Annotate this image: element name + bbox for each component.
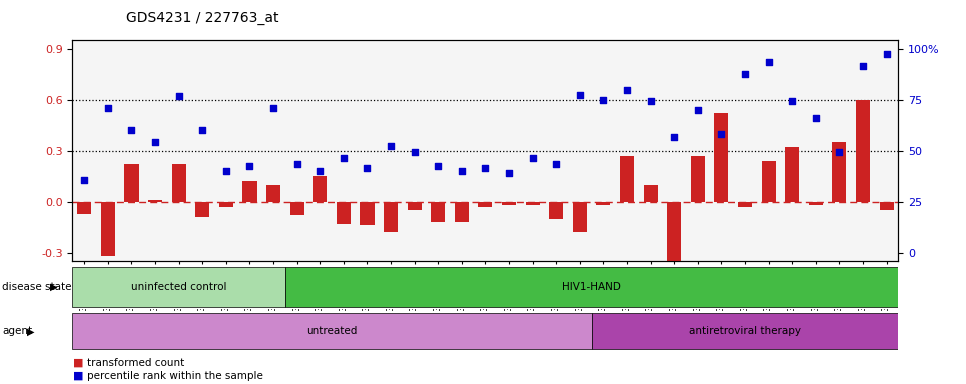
Text: transformed count: transformed count	[87, 358, 185, 368]
Text: untreated: untreated	[306, 326, 357, 336]
Point	[879, 51, 895, 57]
Bar	[738, 202, 753, 207]
Point	[148, 139, 163, 145]
Bar	[384, 202, 398, 232]
Point	[714, 131, 729, 137]
Point	[525, 154, 540, 161]
Text: ▶: ▶	[50, 282, 58, 292]
Bar	[691, 156, 705, 202]
Point	[76, 177, 92, 183]
Bar	[478, 202, 493, 207]
Point	[336, 154, 352, 161]
Text: disease state: disease state	[2, 282, 71, 292]
Point	[619, 86, 635, 93]
Text: ■: ■	[73, 371, 84, 381]
Bar	[72, 267, 285, 307]
Point	[572, 92, 587, 98]
Bar	[643, 185, 658, 202]
Point	[194, 127, 210, 133]
Point	[266, 105, 281, 111]
Point	[643, 98, 659, 104]
Bar	[620, 156, 634, 202]
Point	[501, 170, 517, 176]
Bar	[266, 185, 280, 202]
Point	[431, 163, 446, 169]
Bar	[591, 313, 898, 349]
Point	[596, 97, 611, 103]
Bar	[337, 202, 351, 224]
Bar	[761, 161, 776, 202]
Bar	[879, 202, 894, 210]
Bar	[218, 202, 233, 207]
Point	[171, 93, 186, 99]
Point	[809, 115, 824, 121]
Point	[784, 98, 800, 104]
Point	[289, 161, 304, 167]
Point	[242, 163, 257, 169]
Text: uninfected control: uninfected control	[130, 282, 226, 292]
Point	[100, 105, 116, 111]
Bar	[290, 202, 303, 215]
Bar	[856, 100, 870, 202]
Point	[218, 168, 234, 174]
Point	[124, 127, 139, 133]
Text: ▶: ▶	[27, 326, 35, 336]
Bar	[785, 147, 799, 202]
Point	[832, 149, 847, 156]
Point	[313, 168, 328, 174]
Bar	[408, 202, 422, 210]
Text: GDS4231 / 227763_at: GDS4231 / 227763_at	[126, 11, 278, 25]
Text: percentile rank within the sample: percentile rank within the sample	[87, 371, 263, 381]
Bar	[77, 202, 92, 214]
Bar	[313, 176, 327, 202]
Point	[478, 165, 494, 171]
Text: agent: agent	[2, 326, 32, 336]
Bar	[125, 164, 138, 202]
Bar	[455, 202, 469, 222]
Bar	[431, 202, 445, 222]
Bar	[148, 200, 162, 202]
Bar	[285, 267, 898, 307]
Point	[855, 63, 870, 69]
Bar	[549, 202, 563, 218]
Bar	[242, 181, 257, 202]
Point	[761, 60, 777, 66]
Bar	[195, 202, 210, 217]
Text: HIV1-HAND: HIV1-HAND	[562, 282, 621, 292]
Bar	[573, 202, 587, 232]
Bar	[596, 202, 611, 205]
Bar	[526, 202, 540, 205]
Bar	[100, 202, 115, 256]
Point	[359, 165, 375, 171]
Point	[549, 161, 564, 167]
Point	[737, 71, 753, 77]
Text: ■: ■	[73, 358, 84, 368]
Bar	[714, 113, 728, 202]
Bar	[833, 142, 846, 202]
Point	[384, 142, 399, 149]
Point	[454, 168, 469, 174]
Bar	[502, 202, 516, 205]
Bar	[172, 164, 185, 202]
Bar	[360, 202, 375, 225]
Point	[407, 149, 422, 156]
Point	[690, 107, 705, 113]
Bar	[809, 202, 823, 205]
Bar	[668, 202, 681, 263]
Text: antiretroviral therapy: antiretroviral therapy	[689, 326, 801, 336]
Point	[667, 134, 682, 140]
Bar	[72, 313, 591, 349]
